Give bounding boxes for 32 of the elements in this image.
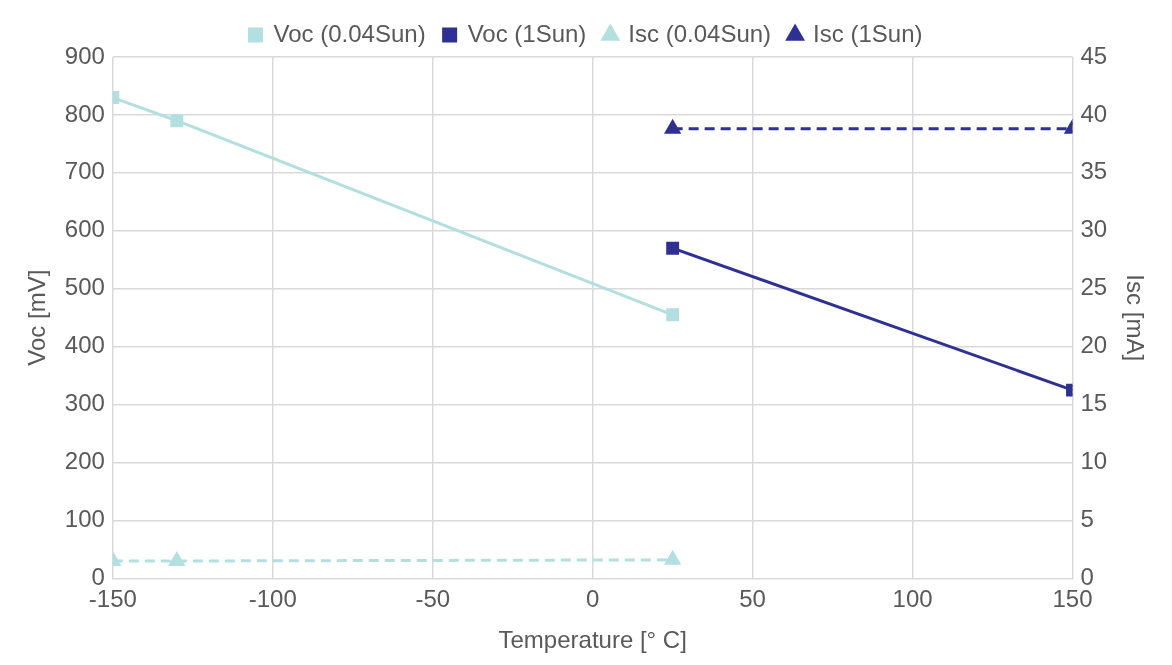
y2-tick-label: 25 bbox=[1080, 273, 1108, 301]
y-tick-label: 500 bbox=[64, 273, 105, 301]
y-tick-label: 300 bbox=[64, 389, 105, 417]
y-tick-label: 900 bbox=[64, 41, 105, 69]
x-tick-label: -100 bbox=[248, 585, 297, 613]
y2-tick-label: 5 bbox=[1080, 505, 1094, 533]
x-tick-label: 50 bbox=[739, 585, 766, 613]
y-tick-label: 100 bbox=[64, 505, 105, 533]
legend-label: Voc (1Sun) bbox=[467, 19, 587, 47]
y2-tick-label: 40 bbox=[1080, 99, 1108, 127]
x-axis-title: Temperature [° C] bbox=[498, 626, 687, 654]
x-tick-label: -50 bbox=[415, 585, 451, 613]
x-tick-label: 100 bbox=[892, 585, 933, 613]
y-tick-label: 800 bbox=[64, 99, 105, 127]
point bbox=[666, 308, 680, 322]
y2-tick-label: 30 bbox=[1080, 215, 1108, 243]
y-tick-label: 400 bbox=[64, 331, 105, 359]
y2-tick-label: 10 bbox=[1080, 447, 1108, 475]
y2-tick-label: 35 bbox=[1080, 157, 1108, 185]
y-axis-title: Voc [mV] bbox=[23, 269, 51, 366]
y-tick-label: 700 bbox=[64, 157, 105, 185]
legend-label: Voc (0.04Sun) bbox=[273, 19, 426, 47]
legend-label: Isc (0.04Sun) bbox=[628, 19, 772, 47]
point bbox=[665, 551, 681, 565]
y-tick-label: 200 bbox=[64, 447, 105, 475]
y-tick-label: 600 bbox=[64, 215, 105, 243]
legend-label: Isc (1Sun) bbox=[813, 19, 923, 47]
y2-tick-label: 15 bbox=[1080, 389, 1108, 417]
x-tick-label: 0 bbox=[585, 585, 600, 613]
y2-tick-label: 45 bbox=[1080, 41, 1108, 69]
y2-axis-title: Isc [mA] bbox=[1121, 274, 1149, 362]
y2-tick-label: 20 bbox=[1080, 331, 1108, 359]
